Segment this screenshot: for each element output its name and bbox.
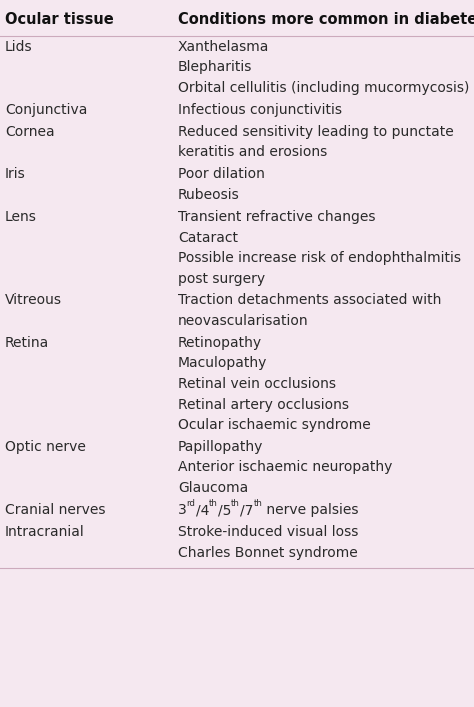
Text: Conditions more common in diabetes: Conditions more common in diabetes	[178, 12, 474, 27]
Text: post surgery: post surgery	[178, 271, 265, 286]
Text: Lens: Lens	[5, 210, 37, 224]
Text: Infectious conjunctivitis: Infectious conjunctivitis	[178, 103, 342, 117]
Text: th: th	[209, 498, 218, 508]
Text: Stroke-induced visual loss: Stroke-induced visual loss	[178, 525, 358, 539]
Text: Cataract: Cataract	[178, 230, 238, 245]
Text: Anterior ischaemic neuropathy: Anterior ischaemic neuropathy	[178, 460, 392, 474]
Text: Cranial nerves: Cranial nerves	[5, 503, 106, 517]
Text: Poor dilation: Poor dilation	[178, 168, 265, 182]
Text: Rubeosis: Rubeosis	[178, 188, 240, 202]
Text: th: th	[254, 498, 263, 508]
Text: th: th	[231, 498, 240, 508]
Text: /5: /5	[218, 503, 231, 517]
Text: Blepharitis: Blepharitis	[178, 61, 252, 74]
Text: Papillopathy: Papillopathy	[178, 440, 264, 454]
Text: Iris: Iris	[5, 168, 26, 182]
Text: keratitis and erosions: keratitis and erosions	[178, 146, 327, 160]
Text: Vitreous: Vitreous	[5, 293, 62, 308]
Text: Ocular tissue: Ocular tissue	[5, 12, 114, 27]
Text: Maculopathy: Maculopathy	[178, 356, 267, 370]
Text: Ocular ischaemic syndrome: Ocular ischaemic syndrome	[178, 418, 371, 432]
Text: rd: rd	[187, 498, 196, 508]
Text: Glaucoma: Glaucoma	[178, 481, 248, 495]
Text: Optic nerve: Optic nerve	[5, 440, 86, 454]
Text: Retina: Retina	[5, 336, 49, 350]
Text: Lids: Lids	[5, 40, 33, 54]
Text: Retinal artery occlusions: Retinal artery occlusions	[178, 397, 349, 411]
Text: nerve palsies: nerve palsies	[263, 503, 359, 517]
Text: Possible increase risk of endophthalmitis: Possible increase risk of endophthalmiti…	[178, 251, 461, 265]
Text: Traction detachments associated with: Traction detachments associated with	[178, 293, 441, 308]
Text: 3: 3	[178, 503, 187, 517]
Text: Charles Bonnet syndrome: Charles Bonnet syndrome	[178, 546, 358, 559]
Text: /7: /7	[240, 503, 254, 517]
Text: Retinopathy: Retinopathy	[178, 336, 262, 350]
Text: Retinal vein occlusions: Retinal vein occlusions	[178, 377, 336, 391]
Text: Xanthelasma: Xanthelasma	[178, 40, 269, 54]
Text: /4: /4	[196, 503, 209, 517]
Text: Intracranial: Intracranial	[5, 525, 85, 539]
Text: Orbital cellulitis (including mucormycosis): Orbital cellulitis (including mucormycos…	[178, 81, 469, 95]
Text: Reduced sensitivity leading to punctate: Reduced sensitivity leading to punctate	[178, 125, 454, 139]
Text: Transient refractive changes: Transient refractive changes	[178, 210, 375, 224]
Text: neovascularisation: neovascularisation	[178, 314, 309, 328]
Text: Conjunctiva: Conjunctiva	[5, 103, 87, 117]
Text: Cornea: Cornea	[5, 125, 55, 139]
